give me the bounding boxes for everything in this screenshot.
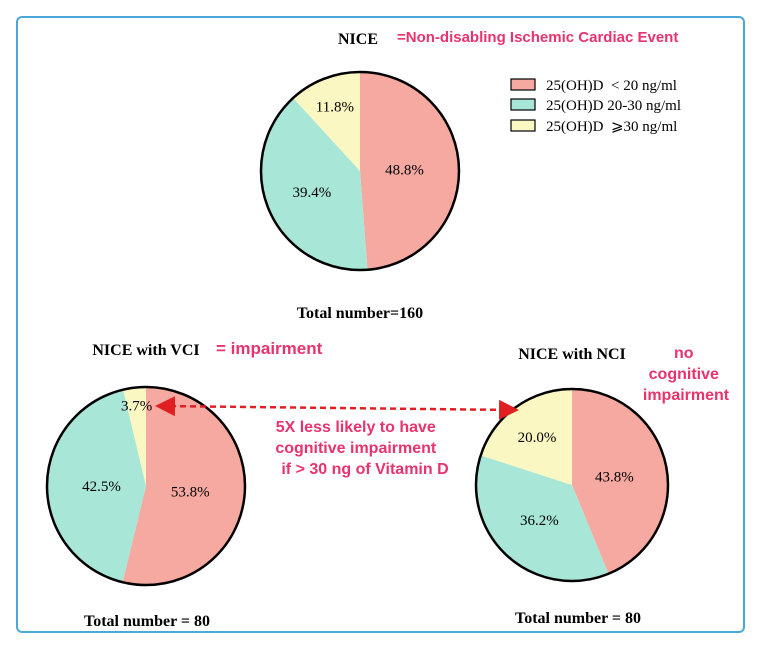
pie-slice-nice-high	[293, 72, 360, 171]
arrow-note-line-3: if > 30 ng of Vitamin D	[281, 461, 448, 478]
pie-slice-nci-low	[572, 389, 669, 574]
pie-slice-vci-mid	[46, 389, 146, 583]
legend-swatch-mid	[510, 98, 536, 111]
pie-outline-nice	[259, 70, 461, 272]
total-number-nci: Total number = 80	[515, 610, 641, 627]
pie-label-vci-high: 3.7%	[121, 398, 152, 414]
pie-outline-vci	[45, 385, 247, 587]
comparison-arrow	[155, 396, 519, 420]
nci-definition-line-2: cognitive	[649, 366, 719, 383]
pie-nice-slices: 48.8% 39.4% 11.8%	[259, 70, 461, 272]
arrow-note-line-2: cognitive impairment	[275, 440, 437, 457]
chart-title-nice: NICE	[338, 31, 378, 48]
pie-label-vci-low: 53.8%	[171, 484, 210, 500]
legend-label-low: 25(OH)D < 20 ng/ml	[546, 78, 677, 94]
pie-label-nci-high: 20.0%	[518, 430, 557, 446]
figure-frame	[16, 16, 745, 633]
arrow-note-line-1: 5X less likely to have	[276, 419, 436, 436]
vci-definition-annotation: = impairment	[216, 339, 323, 358]
nci-definition-line-3: impairment	[643, 387, 730, 404]
legend-label-mid: 25(OH)D 20-30 ng/ml	[546, 98, 681, 114]
pie-label-vci-mid: 42.5%	[82, 479, 121, 495]
pie-slice-nice-mid	[261, 97, 368, 270]
pie-slice-nci-high	[480, 389, 572, 485]
arrow-note: 5X less likely to have cognitive impairm…	[275, 419, 448, 478]
nci-definition-annotation: no cognitive impairment	[643, 345, 730, 404]
pie-chart-nci: NICE with NCI 43.8% 36.2% 20.0% Total numb…	[474, 346, 670, 627]
nice-definition-annotation: =Non-disabling Ischemic Cardiac Event	[397, 29, 678, 46]
legend-swatch-high	[510, 119, 536, 132]
pie-nci-slices: 43.8% 36.2% 20.0%	[474, 387, 670, 583]
pie-slice-vci-high	[123, 387, 146, 486]
pie-outline-nci	[474, 387, 670, 583]
pie-chart-vci: NICE with VCI 53.8% 42.5% 3.7% Total numbe…	[45, 342, 247, 630]
pie-chart-nice: NICE 48.8% 39.4% 11.8% Total number=160	[259, 31, 461, 322]
total-number-vci: Total number = 80	[84, 613, 210, 630]
pie-slice-vci-low	[122, 387, 246, 586]
legend-swatch-low	[510, 78, 536, 91]
pie-vci-slices: 53.8% 42.5% 3.7%	[45, 385, 247, 587]
pie-slice-nci-mid	[476, 455, 609, 581]
pie-label-nice-mid: 39.4%	[292, 185, 331, 201]
legend: 25(OH)D < 20 ng/ml 25(OH)D 20-30 ng/ml 2…	[510, 78, 681, 135]
pie-slice-nice-low	[360, 72, 459, 270]
pie-label-nice-high: 11.8%	[316, 99, 354, 115]
pie-label-nci-low: 43.8%	[595, 470, 634, 486]
legend-label-high: 25(OH)D ⩾30 ng/ml	[546, 119, 677, 135]
pie-label-nci-mid: 36.2%	[520, 513, 559, 529]
chart-title-nci: NICE with NCI	[518, 346, 626, 363]
nci-definition-line-1: no	[674, 345, 694, 362]
pie-label-nice-low: 48.8%	[385, 162, 424, 178]
total-number-nice: Total number=160	[297, 305, 423, 322]
chart-title-vci: NICE with VCI	[92, 342, 199, 359]
